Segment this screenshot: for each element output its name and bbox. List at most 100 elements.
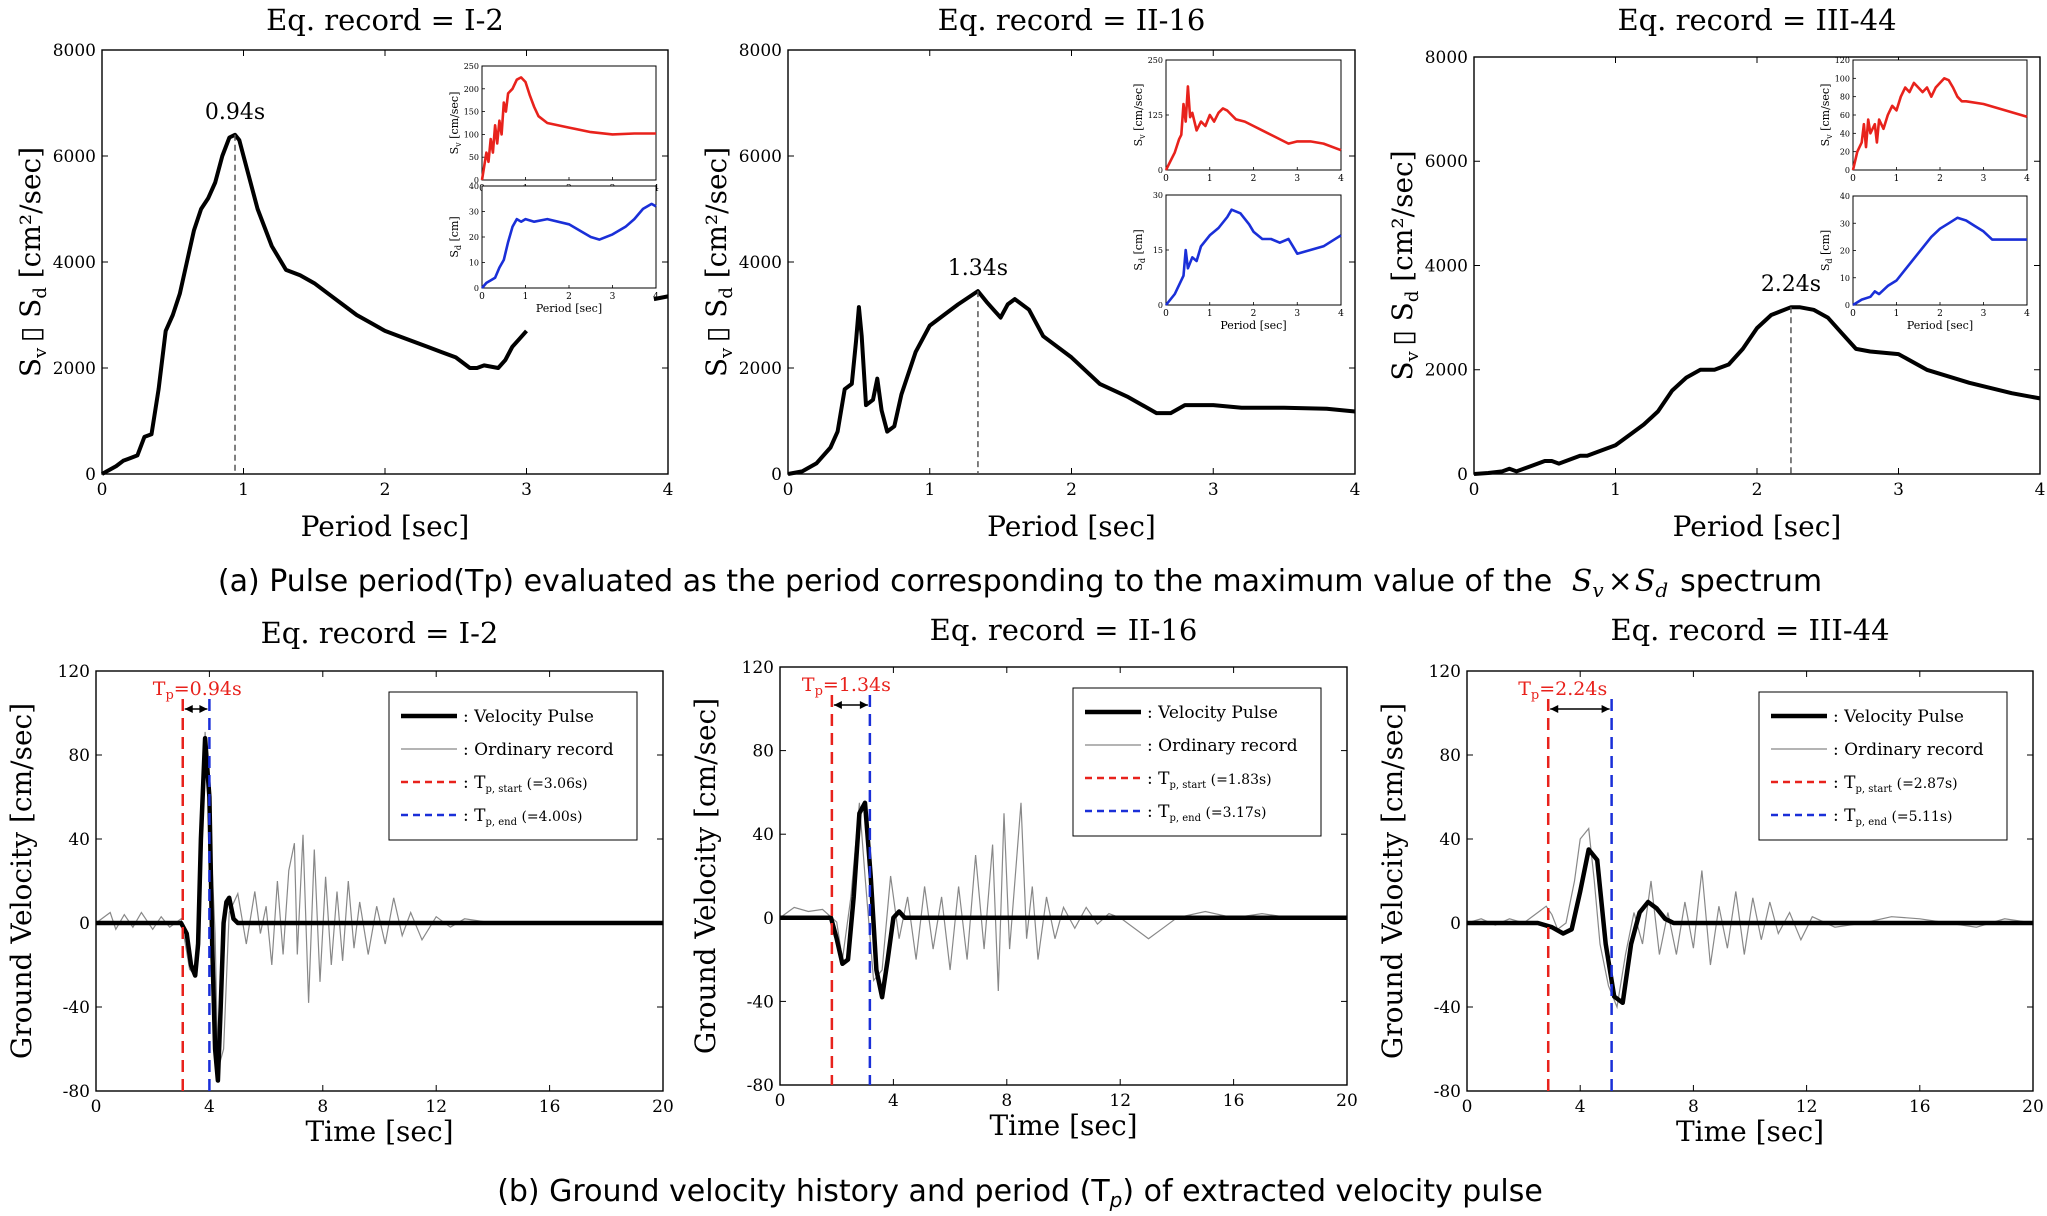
velocity-panel-I-2: Eq. record = I-2 0 4 8 12 16 20 -80 -40 0 40 80 120 T…	[5, 616, 674, 1148]
y-tick-label: 0	[85, 465, 96, 485]
y-tick-label: 2000	[1425, 361, 1468, 381]
inset-x-tick-label: 3	[1294, 309, 1300, 319]
x-tick-label: 4	[663, 480, 674, 500]
y-label-sub1: v	[1402, 350, 1423, 362]
spectrum-line	[787, 289, 1356, 476]
y-axis-label: Sv ▯ Sd [cm²/sec]	[1386, 150, 1423, 380]
y-tick-label: -40	[63, 998, 90, 1018]
y-tick-label: 0	[1450, 914, 1461, 934]
tp-arrowheads	[184, 705, 208, 713]
x-axis-label: Period [sec]	[301, 510, 470, 543]
inset-y-tick-label: 0	[1845, 301, 1850, 310]
x-tick-label: 8	[1001, 1091, 1012, 1111]
legend-label-red: : Tp, start (=2.87s)	[1833, 773, 1958, 795]
x-tick-label: 4	[888, 1091, 899, 1111]
y-tick-label: 0	[1457, 465, 1468, 485]
inset-x-tick-label: 1	[1207, 174, 1213, 184]
inset-sd: 0 1 2 3 4 0 15 30 Sd [cm] Period [sec]	[1132, 191, 1344, 332]
x-axis-label: Time [sec]	[1676, 1115, 1824, 1148]
inset-y-tick-label: 100	[1835, 74, 1850, 83]
peak-label: 2.24s	[1761, 272, 1821, 297]
inset-x-tick-label: 4	[1338, 174, 1344, 184]
y-label-unit: [cm²/sec]	[14, 147, 47, 287]
y-tick-label: 4000	[1425, 256, 1468, 276]
y-tick-label: 80	[68, 746, 90, 766]
y-axis-label: Ground Velocity [cm/sec]	[5, 703, 38, 1059]
caption-a-math-sub1: v	[1592, 578, 1604, 602]
inset-y-label: Sd [cm]	[1819, 230, 1834, 271]
x-tick-label: 0	[1469, 480, 1480, 500]
inset-line	[1164, 208, 1342, 306]
legend-label-pulse: : Velocity Pulse	[1833, 707, 1964, 727]
legend-label-blue: : Tp, end (=4.00s)	[463, 806, 582, 828]
caption-a-math-s1: S	[1572, 564, 1593, 599]
inset-y-tick-label: 10	[1840, 274, 1850, 283]
x-tick-label: 3	[1208, 480, 1219, 500]
inset-frame	[1165, 59, 1342, 171]
legend-label-red: : Tp, start (=1.83s)	[1147, 769, 1272, 791]
y-axis-label: Sv ▯ Sd [cm²/sec]	[14, 147, 51, 377]
y-axis-label: Sv ▯ Sd [cm²/sec]	[700, 147, 737, 377]
ordinary-record-line	[96, 731, 663, 1071]
inset-y-label: Sd [cm]	[448, 216, 463, 257]
inset-x-tick-label: 3	[1294, 174, 1300, 184]
plot-frame	[1466, 670, 2034, 1092]
chart-title: Eq. record = II-16	[938, 3, 1206, 37]
inset-x-tick-label: 1	[1894, 309, 1900, 319]
peak-label: 0.94s	[205, 100, 265, 125]
inset-y-tick-label: 20	[469, 233, 479, 242]
inset-x-tick-label: 2	[1937, 174, 1943, 184]
y-tick-label: 120	[58, 662, 90, 682]
x-tick-label: 16	[1223, 1091, 1245, 1111]
y-label-s2: S	[700, 299, 733, 318]
y-tick-label: -80	[747, 1076, 774, 1096]
caption-a-prefix: (a) Pulse period(Tp) evaluated as the pe…	[218, 564, 1552, 599]
x-tick-label: 20	[2022, 1097, 2044, 1117]
y-tick-label: 120	[742, 658, 774, 678]
inset-x-tick-label: 0	[1163, 174, 1169, 184]
inset-y-tick-label: 200	[464, 85, 479, 94]
inset-line	[481, 202, 657, 289]
inset-sv: 0 1 2 3 4 0 125 250 Sv [cm/sec]	[1132, 56, 1344, 184]
inset-x-tick-label: 3	[610, 292, 616, 302]
x-tick-label: 4	[204, 1097, 215, 1117]
y-tick-label: 8000	[1425, 48, 1468, 68]
inset-y-tick-label: 150	[464, 108, 479, 117]
inset-x-label: Period [sec]	[1220, 319, 1286, 332]
inset-x-tick-label: 4	[653, 292, 659, 302]
y-tick-label: -40	[1434, 998, 1461, 1018]
legend: : Velocity Pulse: Ordinary record: Tp, s…	[1072, 687, 1322, 837]
inset-y-tick-label: 120	[1835, 56, 1850, 65]
y-tick-label: 0	[79, 914, 90, 934]
inset-x-tick-label: 0	[1850, 174, 1856, 184]
y-tick-label: 2000	[53, 359, 96, 379]
caption-a-math-times: ×	[1608, 564, 1633, 599]
x-tick-label: 0	[97, 480, 108, 500]
y-label-s2: S	[1386, 302, 1419, 321]
y-label-sub2: d	[30, 287, 51, 299]
inset-y-tick-label: 80	[1840, 93, 1850, 102]
velocity-pulse-line	[96, 735, 663, 1083]
chart-title: Eq. record = I-2	[261, 616, 499, 650]
legend-label-blue: : Tp, end (=5.11s)	[1833, 806, 1952, 828]
y-axis-label: Ground Velocity [cm/sec]	[1376, 703, 1409, 1059]
y-tick-label: 6000	[53, 147, 96, 167]
y-tick-label: 40	[1439, 830, 1461, 850]
inset-y-tick-label: 0	[1158, 301, 1163, 310]
legend-label-blue: : Tp, end (=3.17s)	[1147, 802, 1266, 824]
velocity-panel-III-44: Eq. record = III-44 0 4 8 12 16 20 -80 -40 0 40 80 1…	[1376, 613, 2044, 1148]
ordinary-record-line	[1467, 826, 2033, 1010]
inset-line	[1851, 77, 2028, 171]
inset-y-label: Sv [cm/sec]	[1819, 84, 1834, 147]
plot-area	[1467, 826, 2033, 1010]
y-tick-label: 0	[771, 465, 782, 485]
inset-x-tick-label: 0	[1163, 309, 1169, 319]
spectrum-panel-I-2: Eq. record = I-20 1 2 3 402000400060008000Pe…	[14, 3, 673, 543]
inset-x-tick-label: 4	[2024, 174, 2030, 184]
plot-frame	[95, 670, 664, 1092]
inset-x-tick-label: 3	[1981, 309, 1987, 319]
y-label-s1: S	[1386, 361, 1419, 380]
legend-label-pulse: : Velocity Pulse	[1147, 703, 1278, 723]
inset-x-label: Period [sec]	[1907, 319, 1973, 332]
inset-x-tick-label: 3	[1981, 174, 1987, 184]
